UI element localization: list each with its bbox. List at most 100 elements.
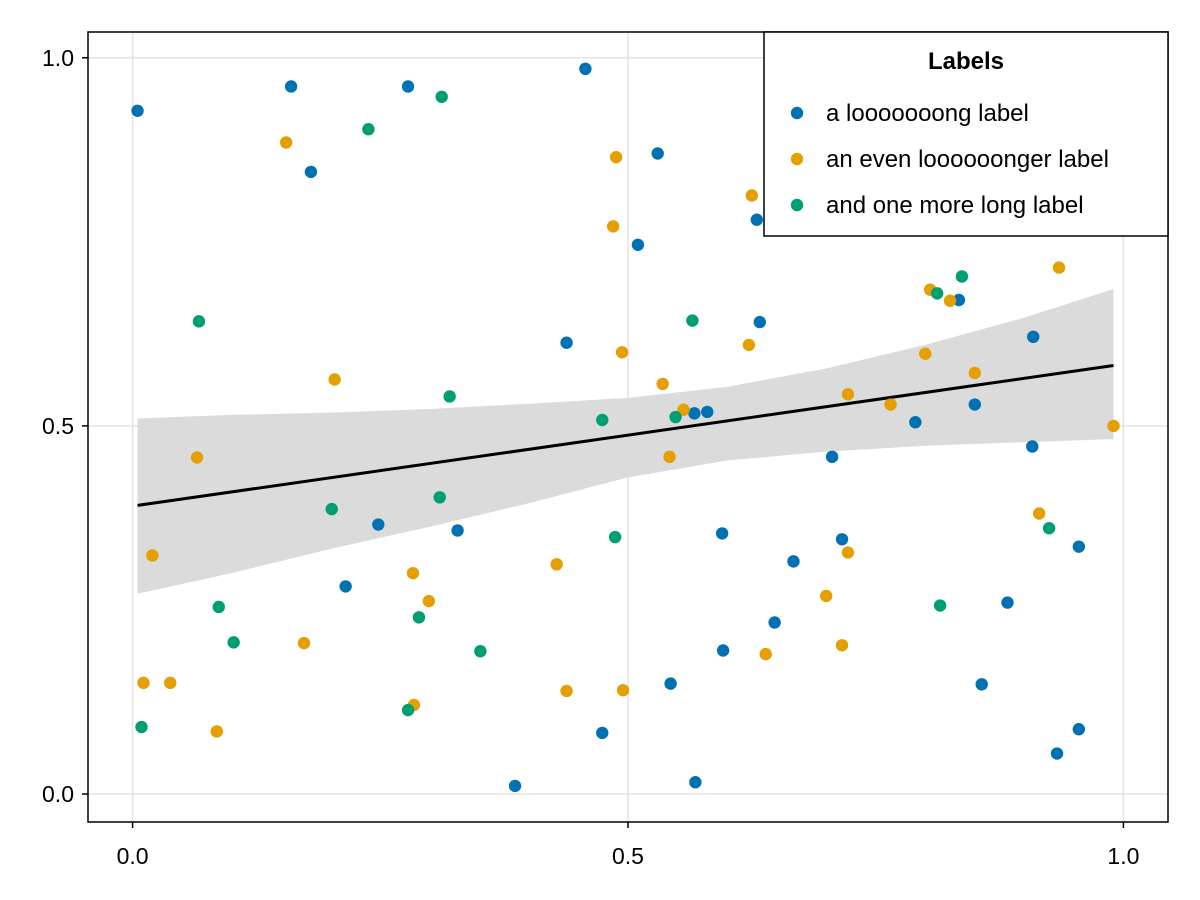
data-point <box>474 644 487 658</box>
data-point <box>1027 330 1040 344</box>
data-point <box>284 80 298 93</box>
data-point <box>716 644 730 657</box>
data-point <box>651 147 664 160</box>
data-point <box>596 726 609 740</box>
data-point <box>715 527 729 540</box>
x-tick-label: 0.0 <box>117 843 149 869</box>
data-point <box>435 90 448 103</box>
data-point <box>304 165 318 179</box>
legend-label: a looooooong label <box>826 100 1029 127</box>
data-point <box>975 678 988 691</box>
data-point <box>841 388 855 401</box>
data-point <box>825 450 839 464</box>
data-point <box>701 405 714 419</box>
data-point <box>192 315 206 328</box>
legend-label: an even loooooonger label <box>826 146 1109 173</box>
x-tick-label: 0.5 <box>612 843 644 869</box>
data-point <box>759 647 772 661</box>
x-tick-label: 1.0 <box>1107 843 1139 869</box>
data-point <box>968 398 981 411</box>
data-point <box>227 636 240 649</box>
confidence-band-layer <box>137 288 1114 594</box>
data-point <box>841 546 855 559</box>
data-point <box>955 270 969 283</box>
data-point <box>443 390 456 403</box>
legend-marker <box>790 106 804 120</box>
data-point <box>609 150 623 164</box>
data-point <box>909 416 922 429</box>
legend-marker <box>790 152 804 166</box>
data-point <box>742 338 756 352</box>
data-point <box>279 136 293 149</box>
data-point <box>406 566 420 580</box>
data-point <box>919 347 932 360</box>
data-point <box>768 616 781 629</box>
data-point <box>1042 522 1056 535</box>
data-point <box>412 611 426 624</box>
data-point <box>1026 440 1039 453</box>
y-tick-label: 1.0 <box>42 45 74 71</box>
data-point <box>401 80 415 93</box>
data-point <box>401 703 415 717</box>
data-point <box>745 189 759 202</box>
legend-label: and one more long label <box>826 192 1084 219</box>
data-point <box>508 779 522 793</box>
legend-box <box>763 31 1169 237</box>
data-point <box>433 491 446 504</box>
data-point <box>339 580 352 593</box>
data-point <box>943 294 957 307</box>
data-point <box>616 684 630 697</box>
data-point <box>663 450 676 464</box>
data-point <box>615 346 629 359</box>
data-point <box>325 502 338 516</box>
legend: Labels a looooooong label an even loooooon… <box>763 31 1169 237</box>
data-point <box>787 555 800 568</box>
data-point <box>135 720 148 734</box>
data-point <box>560 684 573 698</box>
data-point <box>608 530 622 544</box>
data-point <box>930 287 944 300</box>
data-point <box>750 213 764 226</box>
data-point <box>362 122 375 136</box>
data-point <box>297 636 311 650</box>
data-point <box>933 599 947 612</box>
data-point <box>819 589 833 603</box>
data-point <box>579 62 592 76</box>
data-point <box>422 594 436 608</box>
data-point <box>631 238 645 251</box>
data-point <box>131 104 144 117</box>
data-point <box>210 725 224 738</box>
data-point <box>1001 596 1014 609</box>
data-point <box>190 451 204 464</box>
data-point <box>1050 747 1064 760</box>
data-point <box>451 524 464 537</box>
y-tick-label: 0.0 <box>42 781 74 807</box>
points-layer <box>131 62 1120 793</box>
data-point <box>606 220 620 233</box>
data-point <box>968 366 981 380</box>
data-point <box>688 407 701 420</box>
data-point <box>596 413 609 427</box>
data-point <box>372 518 385 531</box>
legend-title: Labels <box>928 48 1004 75</box>
data-point <box>1107 419 1120 433</box>
data-point <box>212 600 225 614</box>
data-point <box>1052 261 1066 274</box>
data-point <box>550 558 563 571</box>
data-point <box>689 776 702 789</box>
regression-line <box>137 364 1114 507</box>
axes-layer: 0.0 0.5 1.0 0.0 0.5 1.0 <box>42 31 1169 869</box>
data-point <box>164 676 177 690</box>
confidence-band <box>137 288 1114 594</box>
data-point <box>835 533 849 546</box>
data-point <box>664 677 677 690</box>
data-point <box>328 373 341 386</box>
data-point <box>686 314 699 327</box>
data-point <box>753 315 766 329</box>
series-2 <box>137 136 1120 738</box>
data-point <box>146 549 159 562</box>
data-point <box>952 293 966 307</box>
data-point <box>835 639 849 652</box>
